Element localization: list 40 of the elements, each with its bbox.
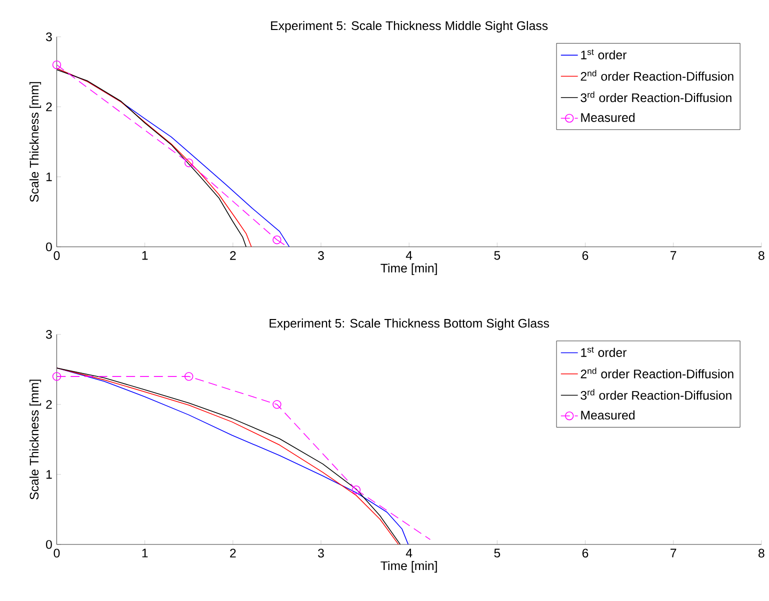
x-tick-label: 4 bbox=[406, 251, 412, 260]
legend-label: 1$^{st}$ order bbox=[581, 49, 627, 60]
chart-title: Experiment 5: Scale Thickness Bottom Sight Glass bbox=[270, 318, 550, 330]
x-tick-label: 3 bbox=[318, 548, 324, 558]
x-tick-label: 6 bbox=[582, 548, 588, 558]
legend-label: Measured bbox=[581, 112, 635, 122]
x-tick-label: 5 bbox=[494, 548, 500, 558]
x-tick-label: 8 bbox=[758, 251, 764, 260]
x-tick-label: 1 bbox=[142, 251, 148, 260]
x-tick-label: 0 bbox=[54, 251, 60, 260]
x-tick-label: 0 bbox=[54, 548, 60, 558]
y-tick-label: 0 bbox=[46, 242, 52, 252]
legend-label: 2$^{nd}$ order Reaction-Diffusion bbox=[580, 368, 734, 378]
y-tick-label: 1 bbox=[46, 470, 52, 479]
x-tick-label: 7 bbox=[670, 251, 676, 260]
legend-label: 1$^{st}$ order bbox=[581, 346, 627, 357]
x-tick-label: 8 bbox=[758, 548, 764, 558]
x-tick-label: 4 bbox=[406, 548, 412, 558]
x-tick-label: 7 bbox=[670, 548, 676, 558]
y-tick-label: 3 bbox=[46, 32, 52, 42]
legend-label: 2$^{nd}$ order Reaction-Diffusion bbox=[580, 70, 734, 81]
legend-label: 3$^{rd}$ order Reaction-Diffusion bbox=[580, 388, 732, 400]
x-tick-label: 1 bbox=[142, 548, 148, 558]
legend-label: Measured bbox=[581, 410, 635, 420]
chart-title: Experiment 5: Scale Thickness Middle Sight Glass bbox=[271, 20, 548, 32]
y-tick-label: 0 bbox=[46, 540, 52, 549]
x-tick-label: 2 bbox=[230, 251, 236, 260]
x-axis-title: Time [min] bbox=[380, 263, 437, 275]
x-axis-title: Time [min] bbox=[380, 560, 437, 572]
y-tick-label: 1 bbox=[46, 172, 52, 182]
x-tick-label: 6 bbox=[582, 251, 588, 260]
y-tick-label: 2 bbox=[46, 400, 52, 409]
x-tick-label: 2 bbox=[230, 548, 236, 558]
x-tick-label: 5 bbox=[494, 251, 500, 260]
x-tick-label: 3 bbox=[318, 251, 324, 260]
y-tick-label: 2 bbox=[46, 102, 52, 112]
legend-label: 3$^{rd}$ order Reaction-Diffusion bbox=[580, 91, 732, 102]
y-axis-title: Scale Thickness [mm] bbox=[29, 82, 42, 202]
y-axis-title: Scale Thickness [mm] bbox=[29, 380, 42, 500]
y-tick-label: 3 bbox=[46, 330, 52, 339]
